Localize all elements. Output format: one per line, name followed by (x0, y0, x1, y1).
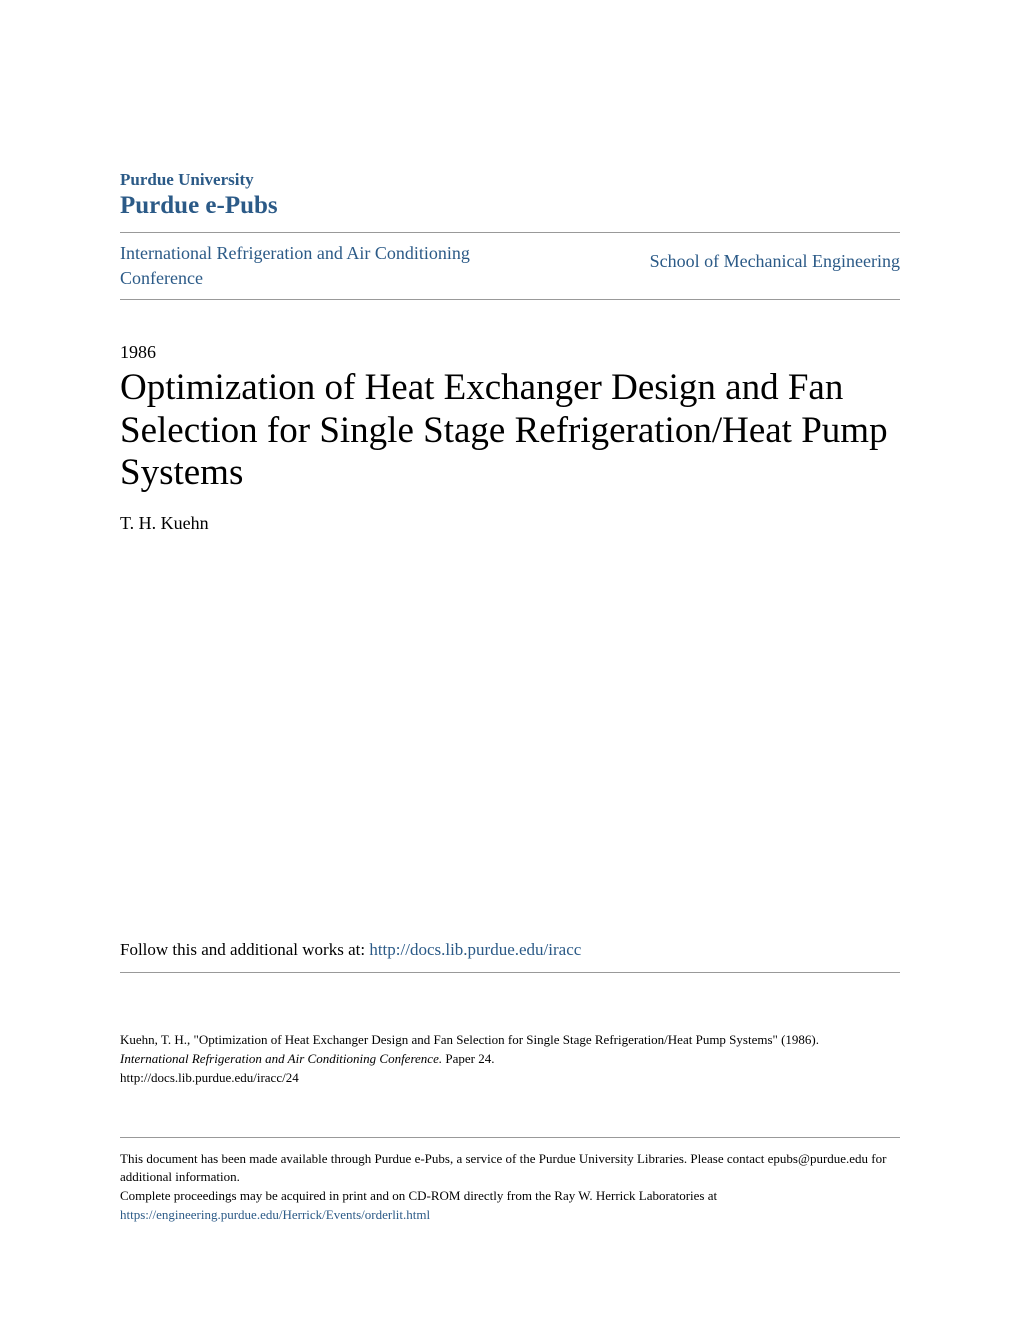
follow-prefix: Follow this and additional works at: (120, 940, 369, 959)
citation-section: Kuehn, T. H., "Optimization of Heat Exch… (120, 1031, 900, 1088)
citation-text: Kuehn, T. H., "Optimization of Heat Exch… (120, 1032, 819, 1047)
footer-section: This document has been made available th… (120, 1137, 900, 1225)
footer-line-1: This document has been made available th… (120, 1150, 900, 1188)
follow-link[interactable]: http://docs.lib.purdue.edu/iracc (369, 940, 581, 959)
author-name: T. H. Kuehn (120, 513, 900, 534)
repository-name[interactable]: Purdue e-Pubs (120, 192, 900, 220)
school-link[interactable]: School of Mechanical Engineering (650, 241, 900, 272)
header-section: Purdue University Purdue e-Pubs Internat… (120, 170, 900, 300)
university-name: Purdue University (120, 170, 900, 190)
conference-link[interactable]: International Refrigeration and Air Cond… (120, 241, 520, 291)
footer-proceedings-link[interactable]: https://engineering.purdue.edu/Herrick/E… (120, 1207, 430, 1222)
citation-journal: International Refrigeration and Air Cond… (120, 1051, 442, 1066)
footer-prefix: Complete proceedings may be acquired in … (120, 1188, 717, 1203)
nav-row: International Refrigeration and Air Cond… (120, 232, 900, 300)
footer-line-2: Complete proceedings may be acquired in … (120, 1187, 900, 1225)
citation-paper: Paper 24. (442, 1051, 494, 1066)
citation-url: http://docs.lib.purdue.edu/iracc/24 (120, 1070, 299, 1085)
paper-title: Optimization of Heat Exchanger Design an… (120, 367, 900, 495)
follow-section: Follow this and additional works at: htt… (120, 940, 900, 973)
publication-year: 1986 (120, 342, 900, 363)
